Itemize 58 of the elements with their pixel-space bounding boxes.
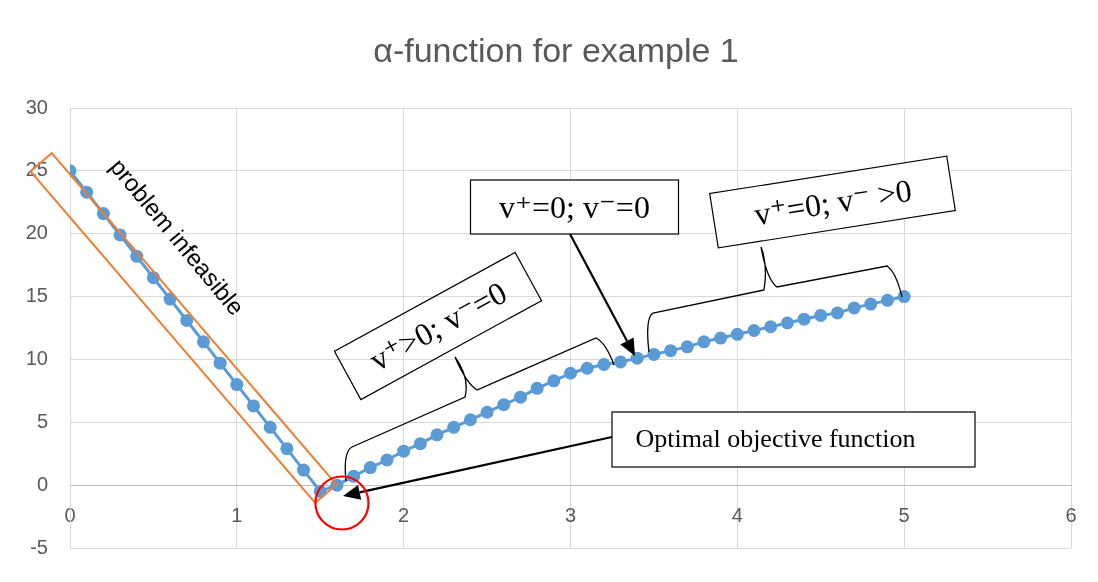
annotation: Optimal objective function (635, 424, 916, 454)
x-tick-label: 6 (1065, 503, 1077, 526)
point (730, 327, 744, 341)
y-tick-label: -5 (30, 535, 48, 558)
x-tick-label: 4 (731, 503, 743, 526)
point (830, 306, 844, 320)
point (530, 381, 544, 395)
y-tick-label: 30 (25, 95, 48, 118)
y-tick-label: 0 (36, 472, 48, 495)
point (847, 301, 861, 315)
point (230, 378, 244, 392)
point (797, 312, 811, 326)
point (747, 324, 761, 338)
x-tick-label: 3 (564, 503, 577, 526)
point (497, 398, 511, 412)
point (413, 437, 427, 451)
point (697, 335, 711, 349)
y-tick-label: 15 (25, 284, 48, 307)
annotation: v⁺>0; v⁻=0 (362, 273, 514, 379)
point (680, 340, 694, 354)
point (880, 293, 894, 307)
x-tick-label: 5 (898, 503, 910, 526)
annotation: v⁺=0; v⁻ >0 (751, 170, 914, 234)
point (363, 461, 377, 475)
annotation: v⁺=0; v⁻=0 (499, 188, 650, 226)
point (463, 413, 477, 427)
point (480, 405, 494, 419)
point (397, 444, 411, 458)
point (213, 356, 227, 370)
point (263, 420, 277, 434)
point (280, 442, 294, 456)
point (864, 297, 878, 311)
point (297, 463, 311, 477)
point (664, 344, 678, 358)
point (564, 366, 577, 380)
point (547, 374, 561, 388)
point (580, 361, 594, 375)
point (597, 357, 611, 371)
point (614, 355, 628, 369)
point (247, 399, 261, 413)
point (513, 390, 527, 404)
point (196, 335, 210, 349)
y-tick-label: 10 (25, 346, 48, 369)
x-tick-label: 1 (231, 503, 243, 526)
point (447, 420, 461, 434)
point (764, 320, 778, 334)
chart-title: α-function for example 1 (373, 31, 739, 70)
point (814, 308, 828, 322)
y-tick-label: 5 (36, 409, 48, 432)
point (714, 331, 728, 345)
point (647, 347, 661, 361)
point (630, 351, 644, 365)
point (380, 453, 394, 467)
point (430, 428, 444, 442)
point (897, 290, 911, 304)
point (780, 316, 794, 330)
y-tick-label: 20 (25, 221, 48, 244)
x-tick-label: 2 (398, 503, 410, 526)
